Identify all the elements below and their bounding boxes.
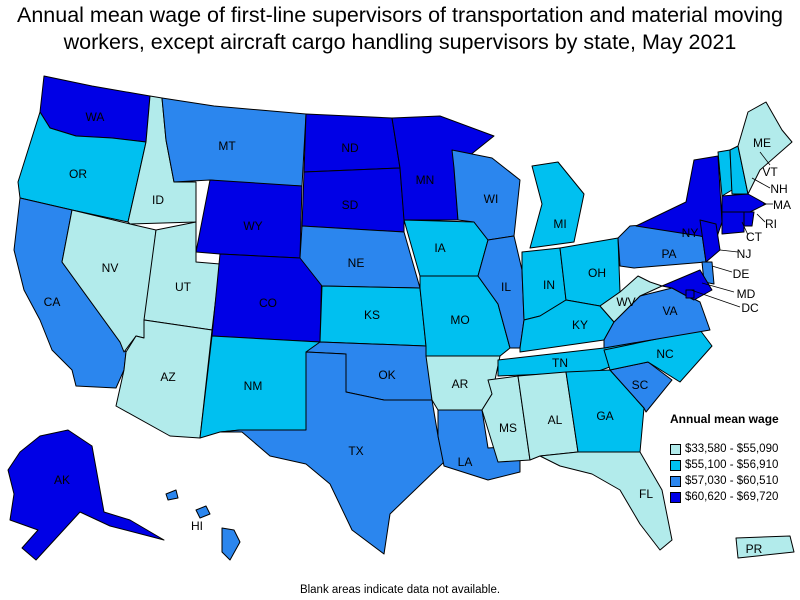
legend-label: $55,100 - $56,910 [685, 459, 779, 471]
legend-swatch [670, 443, 681, 455]
state-label-ok: OK [378, 368, 395, 382]
state-hi [165, 489, 241, 561]
state-label-il: IL [501, 280, 511, 294]
state-label-tn: TN [552, 356, 568, 370]
legend-swatch [670, 491, 681, 503]
state-label-id: ID [152, 193, 164, 207]
state-label-nd: ND [341, 141, 359, 155]
state-ma [721, 193, 767, 213]
state-wv [599, 275, 663, 323]
legend-label: $33,580 - $55,090 [685, 443, 779, 455]
state-label-ri: RI [765, 217, 777, 231]
state-label-nc: NC [656, 347, 674, 361]
state-label-nm: NM [244, 379, 263, 393]
state-label-hi: HI [191, 519, 203, 533]
state-label-ak: AK [54, 473, 70, 487]
state-label-ma: MA [773, 198, 791, 212]
footnote: Blank areas indicate data not available. [299, 584, 501, 596]
state-label-co: CO [259, 296, 277, 310]
state-label-me: ME [753, 136, 771, 150]
state-ri [743, 211, 755, 227]
legend-item: $55,100 - $56,910 [670, 457, 800, 473]
state-md [661, 269, 713, 301]
state-label-sc: SC [632, 378, 649, 392]
legend-swatch [670, 459, 681, 471]
state-label-fl: FL [639, 487, 653, 501]
state-label-mn: MN [416, 173, 435, 187]
state-tx [219, 351, 445, 555]
state-label-ar: AR [452, 377, 469, 391]
state-label-ny: NY [682, 226, 699, 240]
state-mi [529, 161, 585, 249]
state-dc [685, 289, 695, 299]
state-label-wy: WY [243, 219, 262, 233]
state-label-mo: MO [450, 313, 469, 327]
state-label-oh: OH [588, 266, 606, 280]
state-label-ut: UT [175, 280, 192, 294]
state-va [603, 287, 711, 349]
state-label-ct: CT [746, 230, 763, 244]
map-title: Annual mean wage of first-line superviso… [16, 3, 784, 54]
state-label-vt: VT [762, 165, 778, 179]
state-sd [301, 167, 405, 233]
legend-swatch [670, 475, 681, 487]
state-label-mi: MI [553, 217, 566, 231]
state-label-sd: SD [342, 198, 359, 212]
state-label-nj: NJ [737, 247, 752, 261]
state-label-wv: WV [616, 295, 635, 309]
state-label-nh: NH [770, 182, 787, 196]
state-label-ia: IA [434, 241, 445, 255]
state-label-ks: KS [364, 308, 380, 322]
state-ia [403, 219, 489, 277]
legend-item: $33,580 - $55,090 [670, 441, 800, 457]
state-pr [735, 535, 795, 559]
state-label-in: IN [543, 278, 555, 292]
state-me [737, 101, 793, 195]
state-label-ky: KY [572, 318, 588, 332]
state-label-md: MD [737, 287, 756, 301]
state-label-tx: TX [348, 444, 363, 458]
state-la [437, 409, 521, 481]
legend-label: $57,030 - $60,510 [685, 475, 779, 487]
state-label-wi: WI [484, 192, 499, 206]
state-label-dc: DC [741, 301, 759, 315]
state-label-la: LA [458, 455, 473, 469]
state-ga [565, 369, 645, 453]
legend-label: $60,620 - $69,720 [685, 491, 779, 503]
state-label-ca: CA [44, 295, 61, 309]
state-label-pa: PA [661, 247, 676, 261]
state-label-de: DE [733, 267, 750, 281]
legend-item: $57,030 - $60,510 [670, 473, 800, 489]
state-label-ms: MS [499, 421, 517, 435]
state-label-or: OR [69, 167, 87, 181]
state-label-ne: NE [348, 256, 365, 270]
state-label-al: AL [548, 413, 563, 427]
state-label-mt: MT [218, 139, 236, 153]
state-label-nv: NV [102, 261, 119, 275]
state-label-pr: PR [746, 542, 763, 556]
state-label-va: VA [662, 304, 677, 318]
legend-item: $60,620 - $69,720 [670, 489, 800, 505]
state-label-wa: WA [86, 110, 105, 124]
state-label-az: AZ [160, 370, 175, 384]
legend: Annual mean wage $33,580 - $55,090 $55,1… [670, 412, 800, 505]
legend-title: Annual mean wage [670, 412, 779, 426]
state-fl [539, 451, 673, 551]
state-ct [721, 211, 745, 235]
state-label-ga: GA [596, 409, 613, 423]
state-ak [7, 429, 165, 561]
